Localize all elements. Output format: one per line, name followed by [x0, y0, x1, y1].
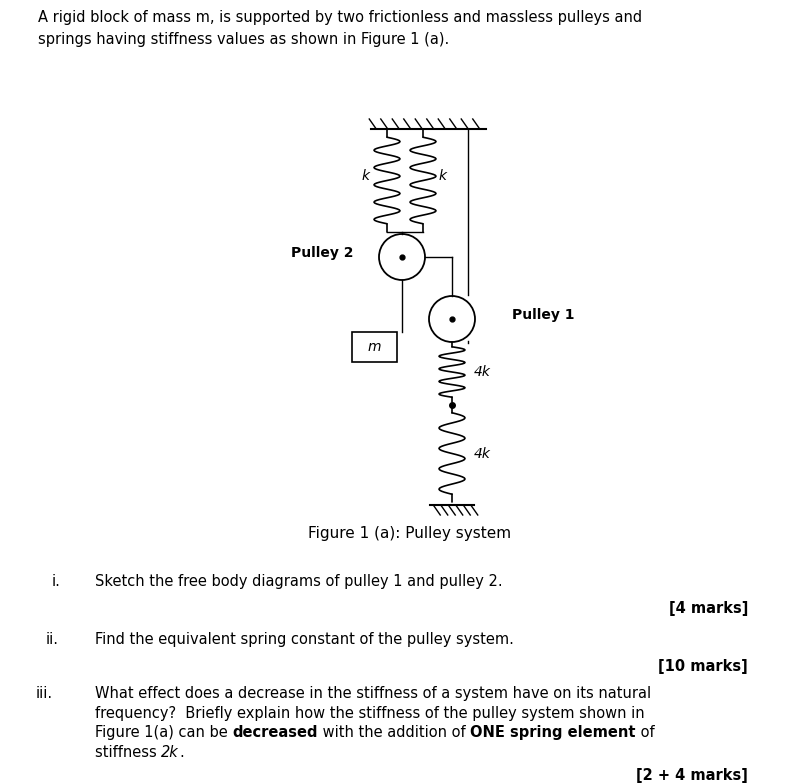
Text: frequency?  Briefly explain how the stiffness of the pulley system shown in: frequency? Briefly explain how the stiff… — [95, 706, 645, 720]
Text: i.: i. — [52, 574, 61, 589]
FancyBboxPatch shape — [352, 332, 397, 362]
Text: 4k: 4k — [474, 447, 491, 460]
Text: k: k — [362, 169, 370, 183]
Text: A rigid block of mass m, is supported by two frictionless and massless pulleys a: A rigid block of mass m, is supported by… — [38, 10, 642, 25]
Text: iii.: iii. — [36, 686, 53, 701]
Text: with the addition of: with the addition of — [318, 725, 470, 740]
Text: ii.: ii. — [46, 632, 59, 647]
Text: of: of — [636, 725, 654, 740]
Text: .: . — [179, 745, 184, 760]
Text: [10 marks]: [10 marks] — [658, 659, 748, 674]
Text: Sketch the free body diagrams of pulley 1 and pulley 2.: Sketch the free body diagrams of pulley … — [95, 574, 502, 589]
Text: Figure 1(a) can be: Figure 1(a) can be — [95, 725, 233, 740]
Text: Pulley 2: Pulley 2 — [291, 246, 353, 260]
Text: What effect does a decrease in the stiffness of a system have on its natural: What effect does a decrease in the stiff… — [95, 686, 651, 701]
Text: [2 + 4 marks]: [2 + 4 marks] — [636, 768, 748, 783]
Text: stiffness: stiffness — [95, 745, 161, 760]
Text: decreased: decreased — [233, 725, 318, 740]
Text: 4k: 4k — [474, 365, 491, 379]
Text: m: m — [368, 340, 381, 354]
Text: Find the equivalent spring constant of the pulley system.: Find the equivalent spring constant of t… — [95, 632, 514, 647]
Text: 2k: 2k — [161, 745, 179, 760]
Text: k: k — [439, 169, 447, 183]
Text: [4 marks]: [4 marks] — [669, 601, 748, 616]
Text: Figure 1 (a): Pulley system: Figure 1 (a): Pulley system — [308, 526, 512, 541]
Text: Pulley 1: Pulley 1 — [512, 308, 575, 322]
Text: ONE spring element: ONE spring element — [470, 725, 636, 740]
Text: springs having stiffness values as shown in Figure 1 (a).: springs having stiffness values as shown… — [38, 32, 450, 47]
